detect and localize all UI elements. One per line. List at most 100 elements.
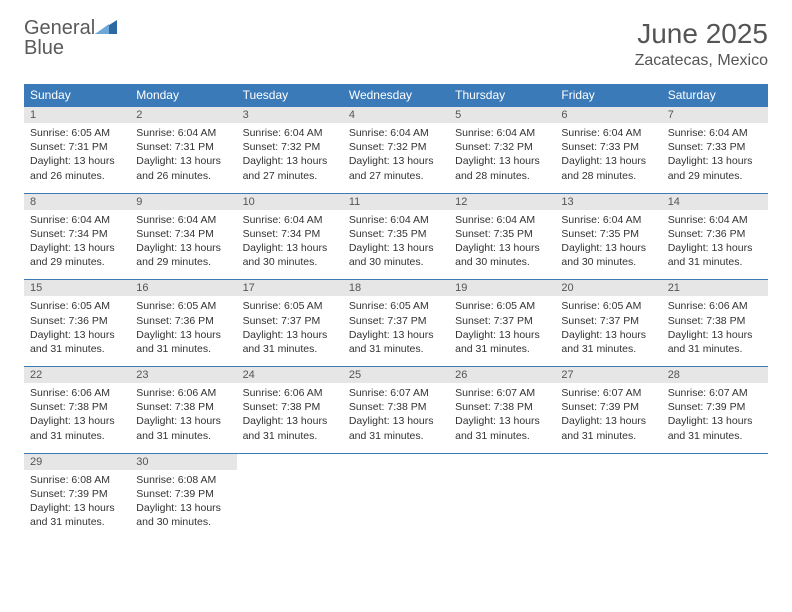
day-number-cell: 30 (130, 453, 236, 470)
sunrise-line: Sunrise: 6:05 AM (455, 299, 549, 313)
sunrise-line: Sunrise: 6:06 AM (30, 386, 124, 400)
day-detail-cell: Sunrise: 6:06 AMSunset: 7:38 PMDaylight:… (237, 383, 343, 453)
sunset-line: Sunset: 7:31 PM (30, 140, 124, 154)
day-detail-cell: Sunrise: 6:04 AMSunset: 7:35 PMDaylight:… (555, 210, 661, 280)
day-number-cell: 28 (662, 367, 768, 384)
daylight-line: Daylight: 13 hours and 27 minutes. (349, 154, 443, 182)
day-detail-row: Sunrise: 6:06 AMSunset: 7:38 PMDaylight:… (24, 383, 768, 453)
sunrise-line: Sunrise: 6:04 AM (136, 126, 230, 140)
daylight-line: Daylight: 13 hours and 30 minutes. (561, 241, 655, 269)
daylight-line: Daylight: 13 hours and 31 minutes. (30, 328, 124, 356)
day-detail-cell: Sunrise: 6:05 AMSunset: 7:37 PMDaylight:… (555, 296, 661, 366)
sunrise-line: Sunrise: 6:04 AM (30, 213, 124, 227)
sunrise-line: Sunrise: 6:05 AM (136, 299, 230, 313)
daylight-line: Daylight: 13 hours and 31 minutes. (136, 328, 230, 356)
day-number-cell: 21 (662, 280, 768, 297)
day-number-cell (343, 453, 449, 470)
day-number-row: 891011121314 (24, 193, 768, 210)
sunset-line: Sunset: 7:35 PM (349, 227, 443, 241)
page-header: General Blue June 2025 Zacatecas, Mexico (24, 18, 768, 70)
day-number-cell: 8 (24, 193, 130, 210)
daylight-line: Daylight: 13 hours and 30 minutes. (455, 241, 549, 269)
day-number-cell (662, 453, 768, 470)
brand-logo: General Blue (24, 18, 117, 58)
sunrise-line: Sunrise: 6:05 AM (349, 299, 443, 313)
sunrise-line: Sunrise: 6:04 AM (243, 126, 337, 140)
day-detail-cell: Sunrise: 6:07 AMSunset: 7:39 PMDaylight:… (662, 383, 768, 453)
day-detail-cell: Sunrise: 6:04 AMSunset: 7:34 PMDaylight:… (130, 210, 236, 280)
daylight-line: Daylight: 13 hours and 26 minutes. (30, 154, 124, 182)
sunrise-line: Sunrise: 6:04 AM (561, 213, 655, 227)
daylight-line: Daylight: 13 hours and 31 minutes. (668, 414, 762, 442)
day-number-row: 2930 (24, 453, 768, 470)
day-number-cell: 11 (343, 193, 449, 210)
day-detail-cell: Sunrise: 6:04 AMSunset: 7:34 PMDaylight:… (24, 210, 130, 280)
day-number-cell: 17 (237, 280, 343, 297)
daylight-line: Daylight: 13 hours and 31 minutes. (136, 414, 230, 442)
sunrise-line: Sunrise: 6:06 AM (668, 299, 762, 313)
daylight-line: Daylight: 13 hours and 31 minutes. (243, 328, 337, 356)
sunrise-line: Sunrise: 6:08 AM (30, 473, 124, 487)
weekday-header: Friday (555, 84, 661, 107)
daylight-line: Daylight: 13 hours and 31 minutes. (349, 414, 443, 442)
day-detail-cell: Sunrise: 6:04 AMSunset: 7:32 PMDaylight:… (237, 123, 343, 193)
day-detail-cell: Sunrise: 6:05 AMSunset: 7:36 PMDaylight:… (24, 296, 130, 366)
sunrise-line: Sunrise: 6:05 AM (30, 126, 124, 140)
day-detail-cell: Sunrise: 6:04 AMSunset: 7:32 PMDaylight:… (449, 123, 555, 193)
sunset-line: Sunset: 7:37 PM (349, 314, 443, 328)
calendar-table: SundayMondayTuesdayWednesdayThursdayFrid… (24, 84, 768, 539)
daylight-line: Daylight: 13 hours and 26 minutes. (136, 154, 230, 182)
weekday-header: Wednesday (343, 84, 449, 107)
daylight-line: Daylight: 13 hours and 28 minutes. (561, 154, 655, 182)
sunset-line: Sunset: 7:34 PM (30, 227, 124, 241)
day-detail-cell: Sunrise: 6:04 AMSunset: 7:36 PMDaylight:… (662, 210, 768, 280)
day-number-cell: 2 (130, 107, 236, 124)
sunset-line: Sunset: 7:37 PM (455, 314, 549, 328)
sunset-line: Sunset: 7:38 PM (30, 400, 124, 414)
daylight-line: Daylight: 13 hours and 31 minutes. (455, 414, 549, 442)
sunrise-line: Sunrise: 6:05 AM (561, 299, 655, 313)
brand-word2: Blue (24, 38, 117, 58)
day-detail-cell: Sunrise: 6:05 AMSunset: 7:36 PMDaylight:… (130, 296, 236, 366)
day-detail-cell (555, 470, 661, 540)
day-number-cell (449, 453, 555, 470)
day-number-cell: 25 (343, 367, 449, 384)
daylight-line: Daylight: 13 hours and 27 minutes. (243, 154, 337, 182)
day-detail-row: Sunrise: 6:08 AMSunset: 7:39 PMDaylight:… (24, 470, 768, 540)
daylight-line: Daylight: 13 hours and 31 minutes. (243, 414, 337, 442)
weekday-header: Sunday (24, 84, 130, 107)
day-number-cell: 3 (237, 107, 343, 124)
day-number-cell: 24 (237, 367, 343, 384)
day-number-cell: 1 (24, 107, 130, 124)
day-detail-cell: Sunrise: 6:05 AMSunset: 7:37 PMDaylight:… (449, 296, 555, 366)
weekday-header: Tuesday (237, 84, 343, 107)
day-number-cell: 26 (449, 367, 555, 384)
day-detail-cell: Sunrise: 6:06 AMSunset: 7:38 PMDaylight:… (24, 383, 130, 453)
weekday-header: Saturday (662, 84, 768, 107)
sunset-line: Sunset: 7:32 PM (455, 140, 549, 154)
sunset-line: Sunset: 7:34 PM (243, 227, 337, 241)
day-number-row: 15161718192021 (24, 280, 768, 297)
day-detail-row: Sunrise: 6:04 AMSunset: 7:34 PMDaylight:… (24, 210, 768, 280)
day-detail-cell: Sunrise: 6:04 AMSunset: 7:31 PMDaylight:… (130, 123, 236, 193)
day-number-cell: 27 (555, 367, 661, 384)
sunset-line: Sunset: 7:36 PM (30, 314, 124, 328)
sunset-line: Sunset: 7:38 PM (243, 400, 337, 414)
day-detail-cell: Sunrise: 6:04 AMSunset: 7:33 PMDaylight:… (662, 123, 768, 193)
day-detail-cell (343, 470, 449, 540)
daylight-line: Daylight: 13 hours and 31 minutes. (349, 328, 443, 356)
daylight-line: Daylight: 13 hours and 31 minutes. (30, 414, 124, 442)
day-number-cell (555, 453, 661, 470)
sunrise-line: Sunrise: 6:04 AM (455, 126, 549, 140)
sunrise-line: Sunrise: 6:07 AM (561, 386, 655, 400)
sunset-line: Sunset: 7:32 PM (349, 140, 443, 154)
sunrise-line: Sunrise: 6:04 AM (668, 126, 762, 140)
day-number-row: 22232425262728 (24, 367, 768, 384)
day-number-cell: 12 (449, 193, 555, 210)
sunrise-line: Sunrise: 6:06 AM (136, 386, 230, 400)
day-number-cell: 4 (343, 107, 449, 124)
sunrise-line: Sunrise: 6:04 AM (243, 213, 337, 227)
sunrise-line: Sunrise: 6:04 AM (561, 126, 655, 140)
day-detail-cell: Sunrise: 6:04 AMSunset: 7:33 PMDaylight:… (555, 123, 661, 193)
day-detail-cell: Sunrise: 6:05 AMSunset: 7:37 PMDaylight:… (343, 296, 449, 366)
